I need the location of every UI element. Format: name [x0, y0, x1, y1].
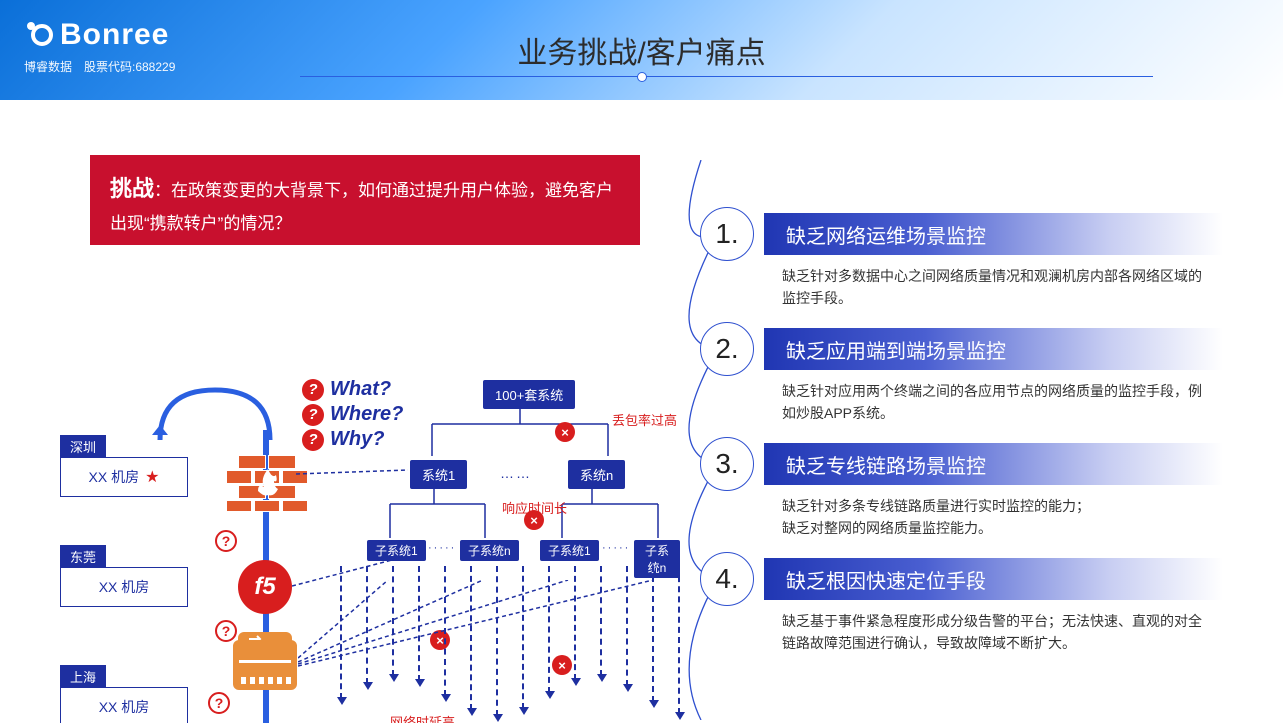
challenge-label: 挑战 [110, 176, 154, 201]
switch-icon [233, 640, 297, 690]
city-box-text: XX 机房 [99, 577, 150, 597]
point-title: 缺乏应用端到端场景监控 [764, 328, 1223, 370]
point-title: 缺乏根因快速定位手段 [764, 558, 1223, 600]
dash-link [296, 460, 416, 480]
point-desc: 缺乏针对应用两个终端之间的各应用节点的网络质量的监控手段，例如炒股APP系统。 [782, 380, 1213, 425]
anno-packet-loss: 丢包率过高 [612, 410, 677, 429]
dash-arrow-down [444, 566, 446, 696]
q-why: Why? [330, 428, 384, 451]
challenge-text: ：在政策变更的大背景下，如何通过提升用户体验，避免客户出现“携款转户”的情况？ [110, 181, 613, 233]
star-icon: ★ [145, 467, 159, 487]
q-mark: ? [215, 530, 237, 552]
title-wrap: 业务挑战/客户痛点 [0, 28, 1283, 72]
point-number: 2. [700, 322, 754, 376]
ellipsis: ····· [602, 542, 630, 554]
dash-arrow-down [392, 566, 394, 676]
city-box-text: XX 机房 [99, 697, 150, 717]
dash-arrow-down [418, 566, 420, 681]
system-node: 系统1 [410, 460, 467, 489]
page-title: 业务挑战/客户痛点 [517, 28, 765, 72]
x-mark: × [555, 422, 575, 442]
title-line [300, 76, 1153, 77]
top-node: 100+套系统 [483, 380, 575, 409]
dash-arrow-down [600, 566, 602, 676]
city-box: XX 机房★ [60, 457, 188, 497]
point-number: 1. [700, 207, 754, 261]
point-desc: 缺乏针对多条专线链路质量进行实时监控的能力；缺乏对整网的网络质量监控能力。 [782, 495, 1213, 540]
tree-lines-1 [420, 406, 620, 462]
dash-arrow-down [340, 566, 342, 699]
loop-arrow [60, 380, 280, 450]
city-label: 东莞 [60, 545, 106, 568]
title-dot [637, 72, 647, 82]
ellipsis: …… [500, 465, 532, 481]
point-number: 3. [700, 437, 754, 491]
dash-arrow-down [548, 566, 550, 693]
content: 挑战：在政策变更的大背景下，如何通过提升用户体验，避免客户出现“携款转户”的情况… [0, 100, 1283, 723]
questions-block: ? What? ? Where? ? Why? [302, 378, 403, 453]
ellipsis: ····· [428, 542, 456, 554]
city-box-text: XX 机房 [89, 467, 140, 487]
subsystem-node: 子系统1 [367, 540, 426, 561]
point-number: 4. [700, 552, 754, 606]
header: Bonree 博睿数据 股票代码:688229 业务挑战/客户痛点 [0, 0, 1283, 100]
dash-arrow-down [626, 566, 628, 686]
q-mark: ? [215, 620, 237, 642]
q-bullet: ? [302, 379, 324, 401]
system-node: 系统n [568, 460, 625, 489]
dash-arrow-down [678, 566, 680, 714]
subsystem-node: 子系统1 [540, 540, 599, 561]
city-box: XX 机房 [60, 687, 188, 723]
firewall-icon [238, 455, 298, 511]
dash-arrow-down [366, 566, 368, 684]
q-bullet: ? [302, 404, 324, 426]
f5-icon: f5 [238, 560, 292, 614]
q-what: What? [330, 378, 391, 401]
subsystem-node: 子系统n [634, 540, 680, 578]
city-label: 上海 [60, 665, 106, 688]
dash-arrow-down [470, 566, 472, 710]
point-desc: 缺乏针对多数据中心之间网络质量情况和观澜机房内部各网络区域的监控手段。 [782, 265, 1213, 310]
dash-arrow-down [574, 566, 576, 680]
point-title: 缺乏专线链路场景监控 [764, 443, 1223, 485]
flame-icon [254, 467, 282, 497]
q-where: Where? [330, 403, 403, 426]
dash-arrow-down [496, 566, 498, 716]
challenge-box: 挑战：在政策变更的大背景下，如何通过提升用户体验，避免客户出现“携款转户”的情况… [90, 155, 640, 245]
city-box: XX 机房 [60, 567, 188, 607]
dash-arrow-down [652, 566, 654, 702]
point-desc: 缺乏基于事件紧急程度形成分级告警的平台；无法快速、直观的对全链路故障范围进行确认… [782, 610, 1213, 655]
q-mark: ? [208, 692, 230, 714]
q-bullet: ? [302, 429, 324, 451]
subsystem-node: 子系统n [460, 540, 519, 561]
dash-link [298, 580, 658, 670]
point-title: 缺乏网络运维场景监控 [764, 213, 1223, 255]
anno-response: 响应时间长 [502, 498, 567, 517]
anno-latency: 网络时延高 [390, 712, 455, 723]
diagram: 深圳XX 机房★东莞XX 机房上海XX 机房 f5 ? ? [40, 260, 680, 720]
dash-arrow-down [522, 566, 524, 709]
